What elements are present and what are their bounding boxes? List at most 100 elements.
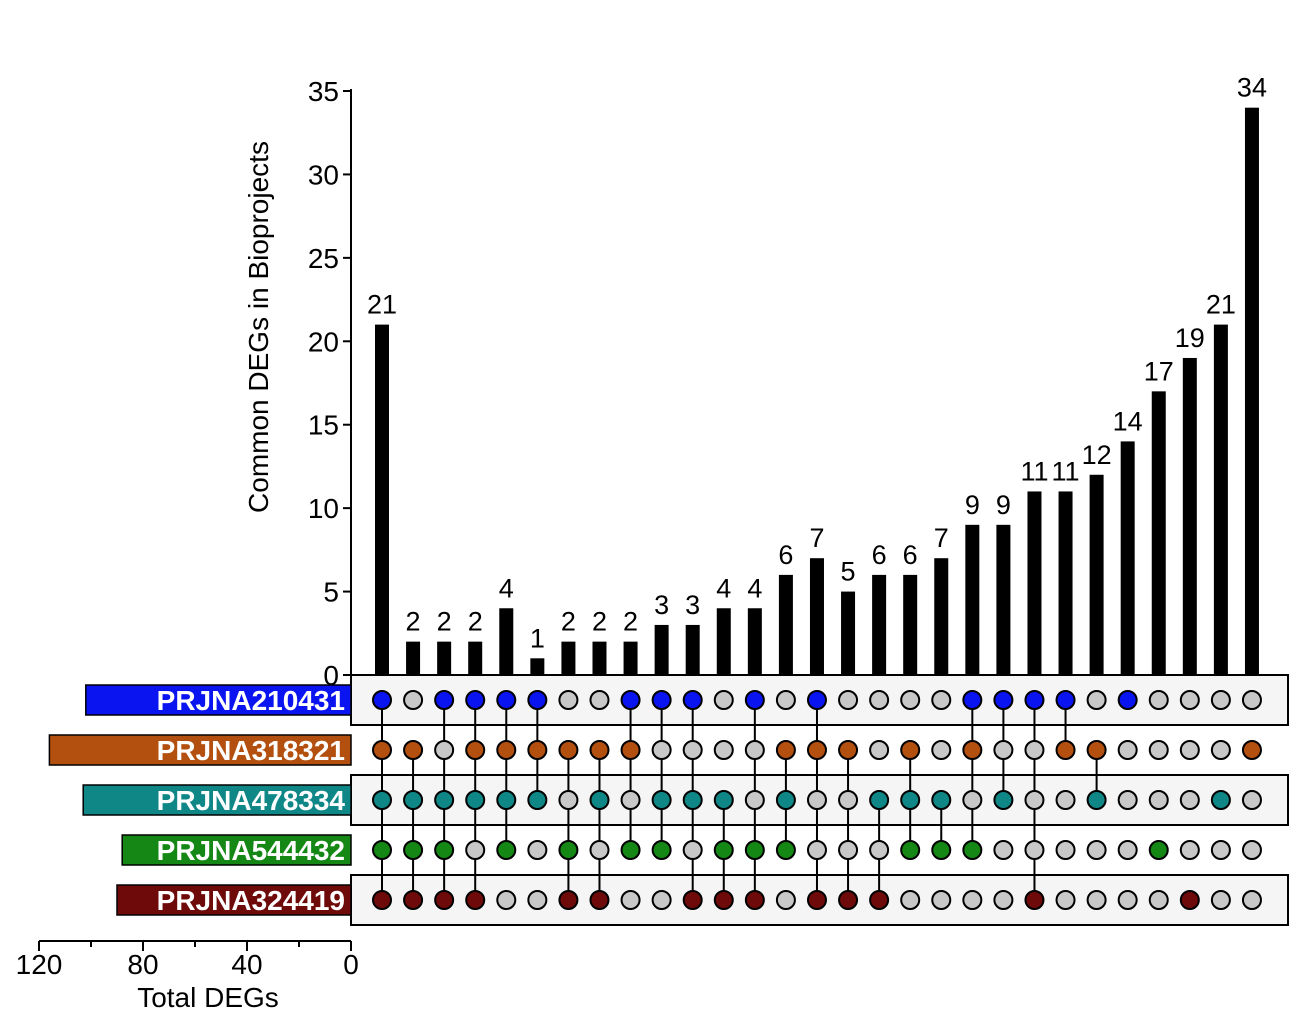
bar-value-label: 34	[1237, 73, 1267, 103]
matrix-dot-active	[434, 690, 455, 710]
matrix-dot-active	[527, 740, 548, 760]
matrix-dot-inactive	[1055, 840, 1076, 860]
matrix-dot-active	[496, 790, 517, 810]
y-axis: 0 5 10 15 20 25 30 35	[308, 76, 352, 691]
matrix-dot-active	[838, 740, 859, 760]
matrix-dot-inactive	[527, 840, 548, 860]
bar	[872, 574, 887, 675]
matrix-dot-active	[372, 690, 392, 710]
bar	[1182, 357, 1197, 675]
matrix-dot-inactive	[1210, 840, 1231, 860]
matrix-dot-active	[1241, 740, 1262, 760]
set-labels: PRJNA210431 PRJNA318321 PRJNA478334 PRJNA54…	[157, 685, 346, 916]
matrix-dot-active	[651, 840, 672, 860]
matrix-dot-inactive	[1241, 790, 1262, 810]
bar-value-label: 7	[934, 523, 949, 553]
matrix-dot-inactive	[589, 690, 610, 710]
set-label: PRJNA544432	[157, 835, 345, 866]
y-tick-label: 0	[323, 660, 339, 691]
matrix-dot-active	[1179, 890, 1200, 910]
matrix-dot-active	[1148, 840, 1169, 860]
matrix-dot-active	[403, 740, 424, 760]
matrix-dot-inactive	[1148, 740, 1169, 760]
matrix-dot-inactive	[993, 840, 1014, 860]
matrix-dot-active	[806, 890, 827, 910]
matrix-dot-inactive	[1086, 890, 1107, 910]
matrix-dot-inactive	[1024, 790, 1045, 810]
matrix-dot-active	[465, 740, 486, 760]
set-label: PRJNA210431	[157, 685, 345, 716]
bar	[1213, 324, 1228, 675]
matrix-dot-inactive	[838, 840, 859, 860]
matrix-dot-active	[620, 740, 641, 760]
bar	[1089, 474, 1104, 675]
matrix-dot-active	[1117, 690, 1138, 710]
matrix-dot-inactive	[931, 890, 952, 910]
bar-value-label: 17	[1144, 356, 1174, 386]
matrix-dot-inactive	[869, 740, 890, 760]
set-label: PRJNA318321	[157, 735, 345, 766]
matrix-dot-active	[589, 740, 610, 760]
matrix-dot-inactive	[931, 740, 952, 760]
matrix-dot-active	[434, 890, 455, 910]
bar	[1027, 491, 1042, 675]
matrix-dot-inactive	[838, 690, 859, 710]
matrix-dot-active	[775, 740, 796, 760]
y-tick-label: 15	[308, 410, 339, 441]
matrix-dot-inactive	[434, 740, 455, 760]
matrix-dot-inactive	[713, 690, 734, 710]
matrix-dot-inactive	[1148, 790, 1169, 810]
matrix-dot-inactive	[1055, 790, 1076, 810]
bar-value-label: 11	[1020, 456, 1048, 486]
bars	[375, 107, 1259, 675]
y-tick-label: 20	[308, 326, 339, 357]
matrix-dot-active	[713, 840, 734, 860]
matrix-dot-active	[1055, 740, 1076, 760]
bar	[996, 524, 1011, 675]
bar-value-label: 4	[499, 573, 514, 603]
bar-value-label: 2	[437, 607, 452, 637]
matrix-dot-inactive	[838, 790, 859, 810]
bar-value-label: 3	[685, 590, 700, 620]
matrix-dot-active	[620, 690, 641, 710]
bar	[1151, 391, 1166, 675]
matrix-dot-inactive	[1210, 890, 1231, 910]
matrix-dot-inactive	[1210, 740, 1231, 760]
bar	[685, 624, 700, 675]
matrix-dot-active	[744, 690, 765, 710]
set-size-bar	[82, 784, 352, 816]
set-label: PRJNA324419	[157, 885, 345, 916]
matrix-dot-active	[465, 690, 486, 710]
matrix-dot-inactive	[993, 890, 1014, 910]
matrix-dot-active	[869, 790, 890, 810]
bar-value-label: 2	[623, 607, 638, 637]
matrix-dot-inactive	[496, 890, 517, 910]
bar	[747, 608, 762, 675]
bar-value-label: 21	[1206, 290, 1236, 320]
set-size-bar	[48, 734, 352, 766]
matrix-dot-active	[496, 690, 517, 710]
bar-value-label: 1	[530, 623, 545, 653]
bar-value-label: 2	[561, 607, 576, 637]
matrix-dot-inactive	[1024, 840, 1045, 860]
matrix-dot-active	[838, 890, 859, 910]
matrix-dot-active	[620, 840, 641, 860]
matrix-dot-inactive	[806, 790, 827, 810]
bar	[437, 641, 452, 675]
matrix-dot-inactive	[682, 840, 703, 860]
matrix-dot-active	[993, 690, 1014, 710]
matrix-dot-active	[806, 690, 827, 710]
matrix-dot-inactive	[465, 840, 486, 860]
matrix-dot-active	[372, 790, 392, 810]
matrix-dot-active	[744, 840, 765, 860]
matrix-dot-inactive	[682, 740, 703, 760]
matrix-dot-active	[465, 790, 486, 810]
matrix-dot-active	[403, 890, 424, 910]
matrix-dot-active	[558, 890, 579, 910]
matrix-dot-inactive	[1179, 790, 1200, 810]
matrix-dot-inactive	[900, 690, 921, 710]
bar-value-label: 2	[592, 607, 607, 637]
bar	[841, 591, 856, 675]
bar	[654, 624, 669, 675]
matrix-dot-active	[1210, 790, 1231, 810]
